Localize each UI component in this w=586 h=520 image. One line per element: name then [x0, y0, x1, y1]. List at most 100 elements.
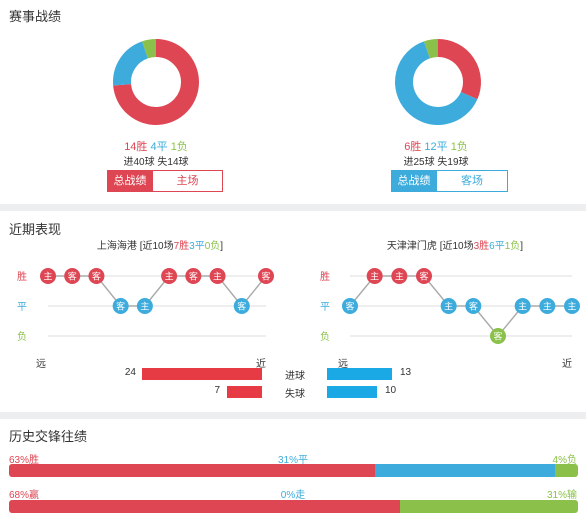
- left-form-row-label: 负: [17, 330, 27, 343]
- left-form-match-marker[interactable]: 客: [112, 298, 129, 314]
- left-team-form-header: 上海海港 [近10场7胜3平0负]: [40, 237, 280, 252]
- right-form-match-marker[interactable]: 主: [514, 298, 531, 314]
- left-form-row-label: 平: [17, 302, 27, 313]
- svg-text:主: 主: [165, 271, 174, 283]
- right-tab-away[interactable]: 客场: [436, 170, 508, 192]
- left-team-name: 上海海港: [96, 241, 137, 252]
- right-form-match-marker[interactable]: 主: [539, 298, 556, 314]
- left-form-wins: 7胜: [173, 241, 190, 252]
- scored-label: 进球: [285, 371, 305, 382]
- right-goals-summary: 进25球 失19球: [403, 157, 469, 168]
- left-tab-home[interactable]: 主场: [152, 170, 223, 192]
- right-form-match-marker[interactable]: 主: [440, 298, 457, 314]
- right-wdl-summary: 6胜 12平 1负: [386, 138, 486, 154]
- left-scored-value: 24: [124, 367, 136, 378]
- svg-text:主: 主: [370, 271, 379, 283]
- recent-panel: 近期表现 上海海港 [近10场7胜3平0负] 天津津门虎 [近10场3胜6平1负…: [0, 211, 586, 412]
- svg-text:客: 客: [261, 271, 270, 283]
- right-scored-value: 13: [400, 367, 412, 378]
- right-tab-overall[interactable]: 总战绩: [391, 170, 437, 192]
- right-form-match-marker[interactable]: 客: [465, 298, 482, 314]
- svg-text:主: 主: [140, 301, 149, 313]
- left-form-match-marker[interactable]: 主: [136, 298, 153, 314]
- right-form-far-label: 远: [338, 358, 348, 370]
- svg-text:主: 主: [444, 301, 453, 313]
- h2h-handicap-segment-c: [399, 500, 578, 513]
- left-form-near-label: 近: [256, 357, 266, 370]
- right-form-match-marker[interactable]: 客: [490, 328, 506, 344]
- recent-title: 近期表现: [9, 222, 62, 237]
- h2h-handicap-loss-pct: 31%输: [546, 490, 577, 501]
- left-wdl-summary: 14胜 4平 1负: [106, 138, 206, 154]
- right-loss-count: 1负: [450, 141, 468, 153]
- right-form-match-marker[interactable]: 主: [564, 298, 580, 314]
- left-form-trend-line: [48, 275, 267, 308]
- right-form-match-marker[interactable]: 主: [391, 268, 408, 284]
- right-conceded-value: 10: [385, 385, 397, 396]
- right-draw-count: 12平: [424, 141, 448, 153]
- right-form-draws: 6平: [489, 241, 505, 252]
- left-win-count: 14胜: [124, 141, 148, 153]
- right-form-trend-line: [349, 275, 572, 338]
- left-form-chart: 胜平负主客客客 主主客主客客远近: [17, 268, 274, 370]
- right-form-suffix: ]: [520, 241, 524, 252]
- left-form-match-marker[interactable]: 客: [233, 298, 250, 314]
- left-goals-summary: 进40球 失14球: [123, 157, 189, 168]
- right-form-row-label: 平: [320, 302, 330, 313]
- right-scored-bar: [327, 368, 392, 380]
- right-conceded-bar: [327, 386, 377, 398]
- svg-text:主: 主: [567, 301, 576, 313]
- left-form-losses: 0负: [204, 241, 221, 252]
- left-form-match-marker[interactable]: 客: [64, 268, 81, 284]
- h2h-result-segment-c: [554, 464, 578, 477]
- left-form-match-marker[interactable]: 客: [258, 268, 274, 284]
- svg-text:客: 客: [419, 271, 428, 283]
- left-form-suffix: ]: [220, 241, 224, 252]
- left-form-match-marker[interactable]: 主: [209, 268, 226, 284]
- right-form-row-label: 负: [320, 330, 330, 343]
- right-form-match-marker[interactable]: 主: [366, 268, 383, 284]
- svg-text:主: 主: [395, 271, 404, 283]
- left-form-match-marker[interactable]: 客: [185, 268, 202, 284]
- left-form-match-marker[interactable]: 客: [88, 268, 105, 284]
- right-form-match-marker[interactable]: 客: [416, 268, 432, 284]
- right-form-losses: 1负: [504, 241, 521, 252]
- left-draw-count: 4平: [150, 141, 168, 153]
- right-donut-win-slice: [437, 39, 481, 100]
- svg-text:主: 主: [213, 271, 222, 283]
- right-form-match-marker[interactable]: 客: [342, 298, 358, 314]
- left-donut-win-slice: [113, 39, 199, 125]
- h2h-panel: 历史交锋往绩 63%胜 31%平 4%负 68%赢 0%走 31%输: [0, 419, 586, 520]
- right-team-form-header: 天津津门虎 [近10场3胜6平1负]: [340, 237, 570, 252]
- svg-text:主: 主: [543, 301, 552, 313]
- svg-text:客: 客: [68, 271, 77, 283]
- h2h-handicap-segment-a: [9, 500, 400, 513]
- record-title: 赛事战绩: [9, 9, 62, 24]
- left-form-match-marker[interactable]: 主: [40, 268, 56, 284]
- h2h-result-segment-a: [9, 464, 375, 477]
- record-panel: 赛事战绩 14胜 4平 1负 进40球 失14球 总战绩 主场 6胜 12平 1…: [0, 0, 586, 204]
- left-form-match-marker[interactable]: 主: [161, 268, 178, 284]
- left-form-far-label: 远: [36, 358, 46, 370]
- h2h-draw-pct: 31%平: [277, 455, 308, 466]
- left-conceded-bar: [227, 386, 262, 398]
- left-scored-bar: [142, 368, 262, 380]
- h2h-handicap-push-pct: 0%走: [280, 490, 306, 501]
- h2h-result-bar: [9, 464, 578, 477]
- left-form-row-label: 胜: [17, 271, 27, 283]
- left-tab-overall[interactable]: 总战绩: [107, 170, 153, 192]
- svg-text:主: 主: [518, 301, 527, 313]
- svg-text:客: 客: [345, 301, 354, 313]
- h2h-loss-pct: 4%负: [552, 455, 577, 466]
- left-form-prefix: [近10场: [136, 241, 174, 252]
- h2h-handicap-bar: [9, 500, 578, 513]
- right-donut-draw-slice: [395, 41, 478, 125]
- right-form-prefix: [近10场: [436, 241, 474, 252]
- right-form-wins: 3胜: [473, 241, 490, 252]
- left-loss-count: 1负: [170, 141, 188, 153]
- left-donut-loss-slice: [142, 39, 157, 59]
- svg-text:客: 客: [92, 271, 101, 283]
- svg-text:客: 客: [493, 331, 502, 343]
- h2h-handicap-win-pct: 68%赢: [9, 490, 40, 501]
- left-conceded-value: 7: [214, 385, 220, 396]
